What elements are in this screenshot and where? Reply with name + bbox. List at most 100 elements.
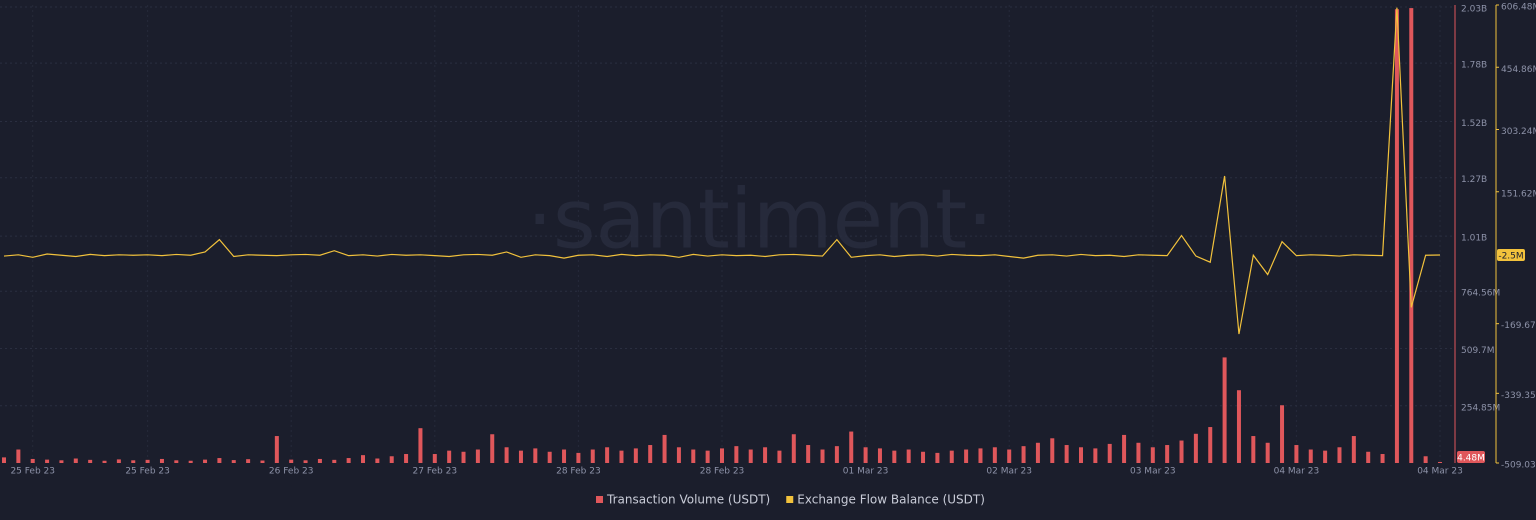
bar — [1265, 442, 1270, 463]
bar — [964, 449, 969, 463]
legend-item: Transaction Volume (USDT) — [596, 493, 770, 507]
bar — [131, 460, 136, 463]
bar — [389, 456, 394, 463]
bar — [1323, 450, 1328, 463]
bar — [978, 448, 983, 463]
bar — [935, 452, 940, 463]
bar — [1165, 445, 1170, 463]
bar — [633, 448, 638, 463]
y-tick-label: 1.27B — [1461, 175, 1487, 185]
legend-item: Exchange Flow Balance (USDT) — [786, 493, 985, 507]
current-value-label: -2.5M — [1498, 252, 1523, 262]
bar — [303, 460, 308, 463]
x-tick-label: 25 Feb 23 — [125, 467, 170, 477]
bar — [1064, 445, 1069, 463]
bar — [576, 452, 581, 463]
bar — [720, 448, 724, 463]
bar — [1035, 442, 1040, 463]
bar — [1366, 451, 1371, 463]
bar — [1122, 434, 1127, 463]
y-tick-label: 2.03B — [1461, 4, 1487, 14]
bar — [748, 449, 753, 463]
y2-tick-label: -169.67M — [1501, 321, 1536, 331]
bar — [59, 460, 64, 463]
bar — [1280, 405, 1285, 463]
bar — [159, 458, 164, 463]
bar — [1380, 454, 1385, 463]
bar — [676, 447, 681, 463]
bar — [188, 460, 193, 463]
bar — [1179, 440, 1184, 463]
bar — [404, 454, 409, 463]
bar — [849, 431, 854, 463]
line — [3, 7, 1441, 335]
current-value-label: 4.48M — [1457, 454, 1485, 464]
bar — [30, 458, 35, 463]
bar — [518, 450, 523, 463]
y-tick-label: 509.7M — [1461, 346, 1495, 356]
bar — [504, 447, 509, 463]
bar — [906, 449, 911, 463]
bar — [447, 450, 452, 463]
y2-tick-label: 303.24M — [1501, 127, 1536, 137]
bar — [1438, 461, 1442, 463]
bar — [231, 460, 236, 463]
bar — [145, 459, 150, 463]
bar — [1208, 427, 1213, 463]
bar — [246, 459, 251, 463]
bar — [375, 458, 380, 463]
bar — [533, 448, 538, 463]
bar — [619, 450, 624, 463]
x-tick-label: 03 Mar 23 — [1130, 467, 1176, 477]
bar — [461, 451, 466, 463]
bar — [1107, 443, 1112, 463]
bar — [1193, 433, 1198, 463]
watermark: ·santiment· — [527, 172, 993, 267]
bar — [73, 458, 78, 463]
current-value-box — [1457, 451, 1485, 463]
bar — [590, 449, 595, 463]
bar — [1423, 456, 1428, 463]
legend-swatch — [786, 496, 794, 503]
bar — [203, 459, 208, 463]
bar — [777, 450, 782, 463]
bar — [791, 434, 796, 463]
y2-tick-label: 454.86M — [1501, 65, 1536, 75]
x-tick-label: 26 Feb 23 — [269, 467, 314, 477]
bar — [116, 459, 121, 463]
x-tick-label: 02 Mar 23 — [986, 467, 1032, 477]
bar — [1294, 445, 1299, 463]
y2-tick-label: -509.03M — [1501, 461, 1536, 471]
bar — [1409, 8, 1414, 463]
current-value-box — [1497, 249, 1525, 262]
y2-tick-label: 606.48M — [1501, 3, 1536, 13]
x-tick-label: 27 Feb 23 — [413, 467, 458, 477]
bar — [863, 447, 868, 463]
bar — [562, 449, 567, 463]
x-tick-label: 04 Mar 23 — [1274, 467, 1320, 477]
bar — [834, 446, 839, 463]
x-tick-label: 28 Feb 23 — [556, 467, 601, 477]
bar — [992, 447, 997, 463]
bar — [1394, 9, 1399, 464]
bar — [346, 458, 351, 463]
bar — [691, 449, 696, 463]
bar — [16, 449, 21, 463]
bar — [361, 455, 365, 463]
legend-text: Transaction Volume (USDT) — [606, 493, 770, 507]
x-tick-label: 28 Feb 23 — [700, 467, 745, 477]
bar — [1136, 442, 1141, 463]
bar — [1093, 448, 1098, 463]
bar — [1007, 449, 1012, 463]
bar — [605, 447, 610, 463]
x-tick-label: 04 Mar 23 — [1417, 467, 1463, 477]
bar — [1351, 436, 1356, 463]
bar — [1222, 357, 1227, 463]
current-value: 4.48M — [1457, 451, 1485, 464]
bar — [877, 448, 882, 463]
bar — [1050, 438, 1055, 463]
bar — [490, 434, 495, 463]
bar — [1150, 447, 1155, 463]
y-tick-label: 1.78B — [1461, 61, 1487, 71]
